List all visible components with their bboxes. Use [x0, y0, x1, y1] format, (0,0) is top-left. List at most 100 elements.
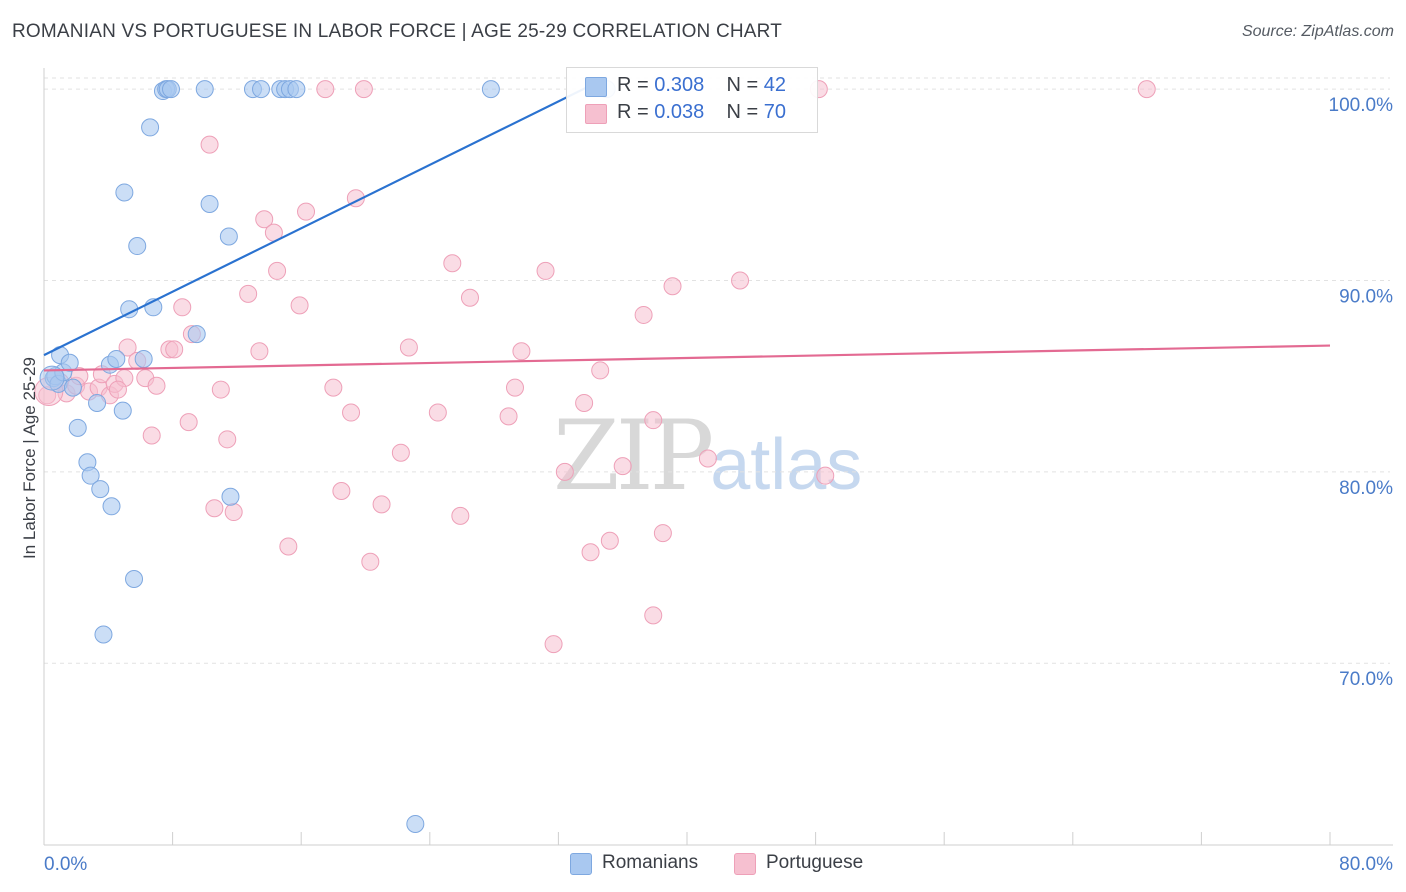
portuguese-point-55 [581, 543, 600, 562]
r-label: R = [617, 74, 655, 96]
portuguese-point-59 [634, 305, 653, 324]
r-value-romanians: 0.308 [654, 74, 705, 96]
portuguese-point-15 [147, 376, 166, 395]
watermark-zip: ZIP [553, 400, 714, 512]
portuguese-point-17 [165, 340, 184, 359]
y-tick-label-1: 90.0% [1339, 286, 1393, 307]
romanians-point-20 [128, 237, 147, 256]
portuguese-point-24 [218, 430, 237, 449]
chart-title: ROMANIAN VS PORTUGUESE IN LABOR FORCE | … [12, 21, 783, 42]
romanians-point-22 [141, 118, 160, 137]
r-label: R = [617, 101, 655, 123]
portuguese-swatch [585, 104, 607, 124]
portuguese-point-36 [332, 481, 351, 500]
portuguese-legend-label: Portuguese [766, 852, 864, 873]
portuguese-point-62 [653, 524, 672, 543]
portuguese-point-45 [443, 254, 462, 273]
romanians-swatch [585, 77, 607, 97]
y-tick-label-2: 80.0% [1339, 478, 1393, 499]
portuguese-point-49 [505, 378, 524, 397]
portuguese-point-43 [399, 338, 418, 357]
romanians-point-30 [200, 194, 219, 213]
portuguese-point-41 [372, 495, 391, 514]
portuguese-point-11 [118, 338, 137, 357]
portuguese-point-32 [290, 296, 309, 315]
portuguese-point-37 [342, 403, 361, 422]
x-tick-label-1: 80.0% [1339, 854, 1393, 875]
romanians-point-31 [219, 227, 238, 246]
romanians-point-6 [63, 378, 82, 397]
romanians-point-19 [125, 570, 144, 589]
portuguese-point-57 [600, 531, 619, 550]
r-value-portuguese: 0.038 [654, 101, 705, 123]
portuguese-point-21 [200, 135, 219, 154]
romanians-point-16 [113, 401, 132, 420]
romanians-point-21 [134, 349, 153, 368]
portuguese-point-26 [239, 284, 258, 303]
portuguese-point-47 [460, 288, 479, 307]
portuguese-point-69 [108, 380, 127, 399]
n-label: N = [726, 74, 764, 96]
portuguese-point-30 [268, 261, 287, 280]
romanians-point-15 [107, 349, 126, 368]
portuguese-point-22 [205, 499, 224, 518]
portuguese-point-50 [512, 342, 531, 361]
trend-lines [43, 76, 1331, 372]
romanians-legend-swatch [570, 853, 592, 875]
romanians-point-11 [91, 480, 110, 499]
portuguese-point-35 [324, 378, 343, 397]
romanians-point-9 [81, 466, 100, 485]
y-axis-label: In Labor Force | Age 25-29 [20, 357, 39, 559]
portuguese-point-53 [555, 462, 574, 481]
portuguese-trend-line [43, 344, 1331, 372]
portuguese-point-31 [279, 537, 298, 556]
romanians-point-14 [102, 497, 121, 516]
correlation-legend: R = 0.308 N = 42 R = 0.038 N = 70 [566, 67, 818, 133]
portuguese-point-60 [644, 411, 663, 430]
legend-portuguese-text: R = 0.038 N = 70 [617, 101, 786, 124]
romanians-point-40 [481, 80, 500, 99]
portuguese-point-54 [575, 393, 594, 412]
portuguese-point-34 [316, 80, 335, 99]
portuguese-point-33 [297, 202, 316, 221]
legend-romanians-text: R = 0.308 N = 42 [617, 74, 786, 97]
portuguese-point-63 [663, 277, 682, 296]
portuguese-point-56 [591, 361, 610, 380]
romanians-points [39, 80, 616, 833]
romanians-trend-line [43, 76, 608, 357]
romanians-point-34 [252, 80, 271, 99]
portuguese-point-61 [644, 606, 663, 625]
portuguese-point-23 [211, 380, 230, 399]
portuguese-point-19 [179, 413, 198, 432]
romanians-cluster-point [39, 365, 65, 391]
y-tick-label-3: 70.0% [1339, 669, 1393, 690]
n-value-portuguese: 70 [763, 101, 787, 123]
watermark-atlas: atlas [710, 425, 863, 505]
gridlines [44, 77, 1390, 664]
portuguese-point-64 [698, 449, 717, 468]
portuguese-point-65 [731, 271, 750, 290]
x-tick-label-0: 0.0% [44, 854, 87, 875]
axes [43, 68, 1393, 846]
watermark: ZIPatlas [553, 400, 862, 512]
romanians-point-27 [161, 80, 180, 99]
y-tick-label-0: 100.0% [1329, 95, 1394, 116]
romanians-point-7 [68, 418, 87, 437]
portuguese-point-51 [536, 261, 555, 280]
romanians-point-5 [60, 353, 79, 372]
romanians-point-17 [115, 183, 134, 202]
portuguese-point-39 [354, 80, 373, 99]
portuguese-legend-swatch [734, 853, 756, 875]
portuguese-point-58 [613, 457, 632, 476]
romanians-point-29 [195, 80, 214, 99]
romanians-point-39 [406, 814, 425, 833]
portuguese-point-46 [451, 506, 470, 525]
romanians-point-32 [221, 487, 240, 506]
portuguese-point-48 [499, 407, 518, 426]
romanians-point-38 [287, 80, 306, 99]
portuguese-point-44 [428, 403, 447, 422]
portuguese-point-67 [816, 466, 835, 485]
portuguese-point-27 [250, 342, 269, 361]
portuguese-point-25 [224, 503, 243, 522]
